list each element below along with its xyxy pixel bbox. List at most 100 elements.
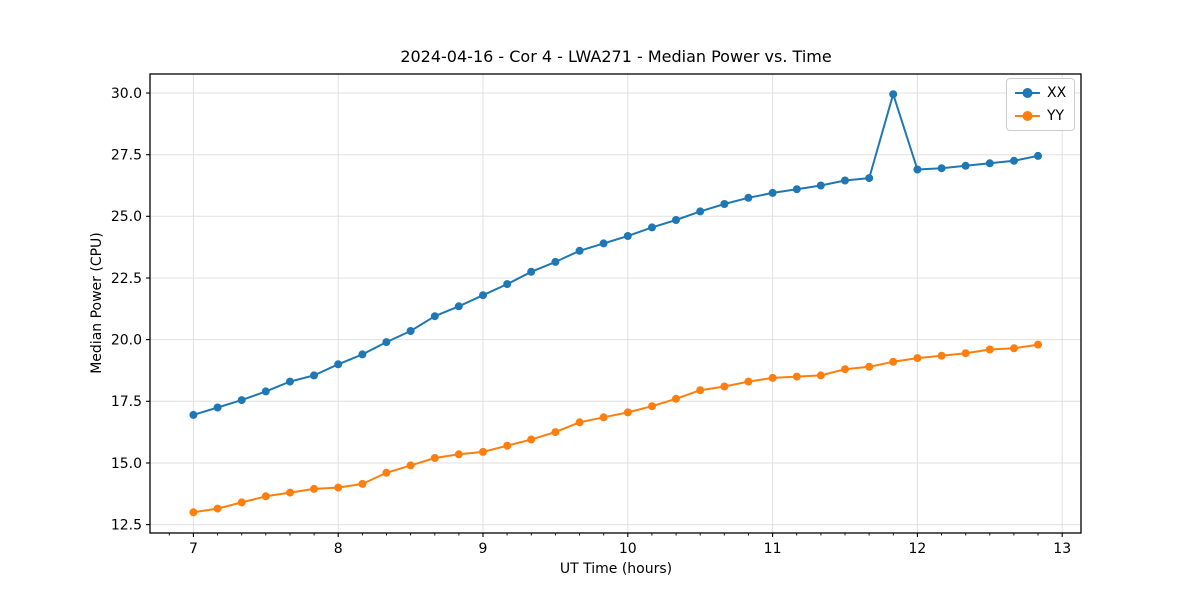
data-point-yy: [816, 371, 825, 380]
data-point-yy: [479, 447, 487, 456]
data-point-yy: [1010, 344, 1018, 353]
data-point-yy: [599, 413, 608, 422]
data-point-xx: [575, 246, 584, 255]
data-point-xx: [1034, 151, 1042, 160]
y-tick-label: 30.0: [111, 86, 142, 102]
data-point-xx: [816, 181, 825, 190]
x-tick-label: 8: [334, 541, 343, 557]
data-point-xx: [479, 291, 487, 300]
data-point-yy: [865, 362, 874, 371]
data-point-xx: [334, 360, 343, 369]
data-point-yy: [261, 492, 270, 501]
data-point-xx: [648, 223, 656, 232]
data-point-yy: [744, 377, 753, 386]
data-point-xx: [696, 207, 705, 216]
legend: XX YY: [1006, 78, 1076, 131]
legend-item-yy: YY: [1014, 105, 1066, 127]
data-point-xx: [961, 161, 970, 170]
data-point-xx: [623, 232, 632, 240]
data-point-yy: [672, 394, 680, 403]
data-point-xx: [913, 165, 922, 174]
data-point-xx: [358, 350, 367, 359]
data-point-xx: [792, 185, 801, 194]
data-point-xx: [1010, 156, 1018, 165]
data-point-yy: [720, 382, 729, 391]
data-point-yy: [430, 454, 439, 462]
data-point-yy: [382, 468, 391, 477]
y-tick-label: 17.5: [111, 394, 142, 410]
x-tick-label: 10: [619, 541, 637, 557]
y-tick-label: 12.5: [111, 517, 142, 533]
data-point-xx: [720, 200, 729, 208]
series-line-yy: [193, 343, 1039, 514]
y-tick-label: 25.0: [111, 209, 142, 225]
legend-item-xx: XX: [1014, 82, 1066, 104]
chart-title: 2024-04-16 - Cor 4 - LWA271 - Median Pow…: [400, 47, 832, 66]
x-tick-label: 11: [764, 541, 782, 557]
data-point-xx: [382, 338, 391, 347]
data-point-xx: [503, 280, 512, 289]
data-point-xx: [841, 176, 849, 185]
data-point-xx: [237, 396, 246, 405]
data-point-yy: [841, 365, 849, 374]
data-point-xx: [286, 377, 294, 386]
data-point-yy: [889, 357, 898, 366]
legend-label-yy: YY: [1047, 108, 1065, 124]
y-axis-label: Median Power (CPU): [89, 232, 105, 374]
data-point-xx: [261, 387, 270, 396]
data-point-xx: [551, 257, 560, 266]
data-point-yy: [310, 484, 318, 493]
series-line-xx: [193, 93, 1039, 416]
data-point-xx: [430, 312, 439, 321]
data-point-yy: [961, 349, 970, 358]
data-point-xx: [454, 302, 463, 311]
data-point-yy: [792, 372, 801, 381]
data-point-xx: [865, 174, 874, 183]
data-point-yy: [913, 354, 922, 363]
line-circle-marker-icon: [1015, 111, 1040, 121]
data-point-yy: [648, 402, 656, 411]
y-tick-label: 15.0: [111, 456, 142, 472]
line-circle-marker-icon: [1015, 88, 1040, 98]
data-point-yy: [503, 441, 512, 450]
data-point-yy: [237, 498, 246, 507]
data-point-yy: [1034, 340, 1042, 349]
data-point-yy: [937, 351, 946, 360]
data-point-xx: [768, 188, 777, 197]
data-point-yy: [189, 508, 198, 517]
data-point-yy: [527, 435, 536, 444]
data-point-xx: [527, 267, 536, 276]
data-point-yy: [286, 488, 294, 497]
data-point-xx: [889, 90, 898, 99]
x-tick-label: 9: [479, 541, 488, 557]
data-point-yy: [213, 504, 222, 513]
data-point-yy: [768, 373, 777, 382]
data-point-yy: [696, 386, 705, 395]
data-point-yy: [334, 483, 343, 492]
y-tick-label: 27.5: [111, 148, 142, 164]
data-point-yy: [623, 408, 632, 417]
data-point-xx: [189, 410, 198, 419]
x-axis-label: UT Time (hours): [559, 561, 673, 577]
data-point-xx: [310, 371, 318, 380]
y-tick-label: 22.5: [111, 271, 142, 287]
data-point-xx: [937, 164, 946, 173]
data-point-yy: [575, 418, 584, 427]
x-tick-label: 12: [908, 541, 926, 557]
data-point-xx: [672, 216, 680, 224]
data-point-xx: [985, 159, 994, 168]
legend-label-xx: XX: [1047, 85, 1067, 101]
data-point-xx: [744, 193, 753, 202]
x-tick-label: 13: [1053, 541, 1071, 557]
data-point-xx: [599, 239, 608, 248]
axes-spines: [149, 73, 1082, 534]
x-tick-label: 7: [189, 541, 198, 557]
data-point-yy: [358, 479, 367, 488]
y-tick-label: 20.0: [111, 332, 142, 348]
data-point-yy: [551, 428, 560, 437]
data-point-xx: [213, 403, 222, 412]
data-point-yy: [985, 345, 994, 354]
data-point-xx: [406, 327, 415, 335]
